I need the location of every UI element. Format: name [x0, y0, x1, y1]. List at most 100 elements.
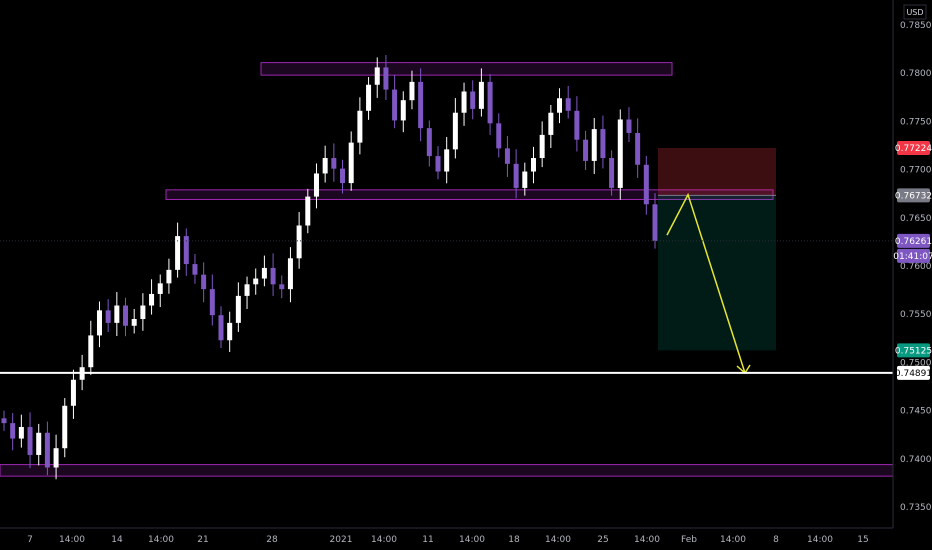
candle-body: [574, 110, 580, 140]
entry-tag-label: 0.76732: [895, 191, 932, 201]
stop-loss-tag-label: 0.77224: [895, 144, 932, 154]
candle-body: [114, 305, 120, 323]
current-price-tag: [897, 233, 930, 248]
candle-body: [105, 310, 111, 323]
x-tick-label: 14:00: [807, 535, 833, 545]
currency-badge[interactable]: [903, 4, 927, 20]
x-tick-label: 8: [773, 535, 779, 545]
candle-body: [487, 81, 493, 124]
candle-body: [1, 418, 7, 424]
candle-body: [357, 110, 363, 143]
x-tick-label: 11: [422, 535, 433, 545]
candle-body: [565, 98, 571, 111]
candle-body: [149, 293, 155, 306]
candle-body: [305, 196, 311, 226]
candle-body: [340, 168, 346, 184]
candle-body: [36, 432, 42, 455]
candle-body: [244, 284, 250, 296]
candle-body: [44, 432, 50, 468]
candle-body: [270, 267, 276, 285]
candle-body: [452, 112, 458, 150]
candle-body: [409, 81, 415, 101]
x-tick-label: 2021: [330, 535, 353, 545]
candle-body: [227, 322, 233, 341]
candle-body: [261, 267, 267, 279]
entry-tag: [897, 188, 930, 203]
candle-body: [530, 158, 536, 172]
countdown-tag-label: 01:41:07: [893, 252, 932, 262]
candle-body: [287, 258, 293, 290]
x-tick-label: 14:00: [371, 535, 397, 545]
candle-body: [470, 91, 476, 109]
current-price-tag-label: 0.76261: [895, 237, 932, 247]
candle-body: [539, 134, 545, 159]
candle-body: [166, 269, 172, 284]
price-axis[interactable]: [893, 0, 932, 550]
stop-loss-zone[interactable]: [658, 148, 776, 196]
x-tick-label: 14:00: [634, 535, 660, 545]
candle-body: [140, 305, 146, 320]
candle-body: [643, 164, 649, 205]
candle-body: [201, 274, 207, 290]
x-tick-label: 15: [857, 535, 868, 545]
candle-body: [374, 67, 380, 85]
candle-body: [96, 310, 102, 336]
take-profit-zone[interactable]: [658, 195, 776, 351]
candle-body: [392, 89, 398, 121]
candle-body: [27, 426, 33, 455]
support-zone-low[interactable]: [0, 464, 898, 477]
candle-body: [253, 278, 259, 285]
candle-body: [192, 264, 198, 275]
candle-body: [496, 123, 502, 149]
candle-body: [461, 91, 467, 113]
x-tick-label: 14:00: [545, 535, 571, 545]
candle-body: [591, 129, 597, 161]
candle-body: [62, 405, 68, 449]
x-tick-label: 25: [597, 535, 608, 545]
candle-body: [331, 158, 337, 169]
x-tick-label: 18: [508, 535, 520, 545]
candle-body: [209, 289, 215, 316]
candle-body: [418, 81, 424, 129]
countdown-tag: [897, 248, 930, 263]
candle-body: [600, 129, 606, 159]
x-tick-label: 14:00: [148, 535, 174, 545]
candle-body: [183, 236, 189, 265]
forecast-arrow[interactable]: [666, 192, 746, 374]
candle-body: [513, 163, 519, 188]
horizontal-line-tag: [897, 365, 930, 380]
candle-body: [348, 142, 354, 184]
candle-body: [218, 315, 224, 341]
candle-body: [444, 149, 450, 172]
candle-body: [175, 236, 181, 270]
take-profit-tag-label: 0.75125: [895, 346, 932, 356]
candle-body: [157, 283, 163, 294]
x-tick-label: 21: [197, 535, 208, 545]
candle-body: [426, 128, 432, 157]
take-profit-tag: [897, 343, 930, 358]
candle-body: [366, 84, 372, 111]
candle-body: [478, 81, 484, 109]
resistance-zone[interactable]: [260, 62, 673, 76]
candle-body: [383, 67, 389, 90]
y-tick-label: 0.73500: [900, 503, 932, 513]
candle-body: [626, 119, 632, 133]
candle-body: [10, 423, 16, 439]
candle-body: [548, 112, 554, 135]
support-zone-mid[interactable]: [165, 189, 774, 200]
candle-body: [296, 225, 302, 259]
candle-body: [322, 158, 328, 174]
candle-body: [609, 158, 615, 188]
